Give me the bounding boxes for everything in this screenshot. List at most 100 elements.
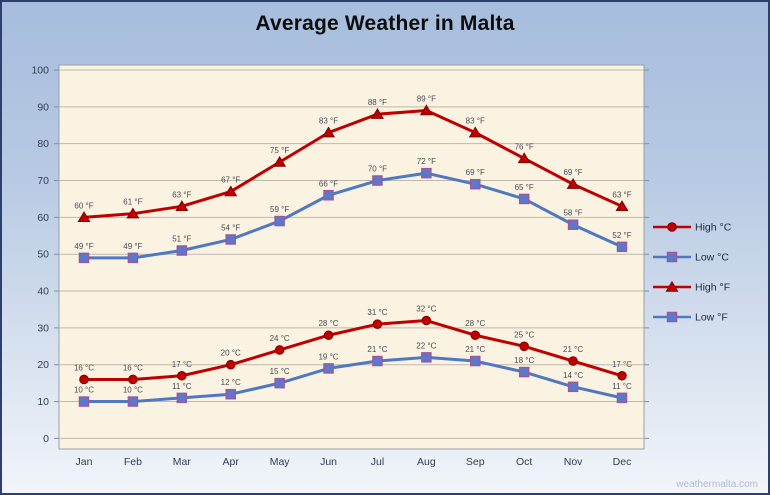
- data-point-marker-high-f: [517, 152, 531, 164]
- legend-marker-low-c: [666, 251, 678, 263]
- y-axis-label: 80: [37, 138, 49, 150]
- series-low-f: 49 °F 49 °F 51 °F 54 °F 59 °F 66 °F 70 °F 72 °F…: [74, 157, 632, 264]
- chart-title: Average Weather in Malta: [255, 12, 515, 35]
- data-point-marker-low-c: [225, 388, 236, 400]
- data-point-label-low-f: 58 °F: [563, 209, 582, 218]
- data-point-label-high-c: 16 °C: [123, 363, 143, 372]
- legend-marker-high-c: [667, 222, 677, 232]
- data-point-label-high-f: 63 °F: [172, 190, 191, 199]
- data-point-marker-high-f: [419, 104, 433, 116]
- data-point-marker-high-c: [79, 374, 89, 385]
- data-point-label-low-c: 12 °C: [221, 378, 241, 387]
- series-line-low-c: [82, 355, 624, 404]
- data-point-label-high-f: 67 °F: [221, 176, 240, 185]
- data-point-marker-high-c: [372, 319, 383, 329]
- x-axis-label: Apr: [223, 456, 240, 468]
- data-point-label-low-c: 22 °C: [416, 341, 436, 350]
- data-point-marker-high-c: [568, 356, 578, 366]
- x-axis-label: Jul: [371, 456, 384, 468]
- data-point-label-low-f: 49 °F: [123, 242, 142, 251]
- data-point-label-low-f: 54 °F: [221, 223, 240, 232]
- data-point-label-high-f: 60 °F: [74, 201, 93, 210]
- data-point-label-low-f: 72 °F: [417, 157, 436, 166]
- x-axis-label: Sep: [466, 456, 485, 468]
- data-point-marker-low-c: [567, 381, 579, 393]
- x-axis-label: Mar: [173, 456, 192, 468]
- data-point-label-low-f: 52 °F: [612, 231, 631, 240]
- data-point-marker-high-f: [175, 200, 189, 212]
- data-point-label-high-c: 20 °C: [221, 349, 241, 358]
- legend-marker-high-f: [665, 280, 679, 292]
- data-point-marker-low-c: [78, 396, 90, 407]
- data-point-label-low-c: 10 °C: [74, 386, 94, 395]
- data-point-marker-low-c: [470, 355, 481, 367]
- legend-label-low-c: Low °C: [695, 252, 729, 264]
- series-line-high-c: [82, 319, 624, 381]
- watermark: weathermalta.com: [676, 479, 758, 490]
- data-point-marker-high-f: [370, 108, 384, 119]
- data-point-marker-low-c: [274, 377, 285, 389]
- data-point-label-low-f: 66 °F: [319, 179, 338, 188]
- data-point-label-high-c: 17 °C: [612, 360, 632, 369]
- x-axis-label: Oct: [516, 456, 532, 468]
- data-point-marker-high-c: [519, 341, 529, 352]
- x-axis-label: Jun: [320, 456, 337, 468]
- data-point-marker-high-c: [128, 374, 138, 385]
- data-point-marker-high-f: [615, 200, 629, 212]
- data-point-label-low-c: 19 °C: [318, 352, 338, 361]
- data-point-label-high-c: 31 °C: [367, 308, 387, 317]
- data-point-label-high-c: 16 °C: [74, 363, 94, 372]
- data-point-marker-low-c: [323, 363, 334, 374]
- y-axis-label: 40: [37, 286, 49, 298]
- data-point-label-low-f: 49 °F: [74, 242, 93, 251]
- data-point-marker-low-c: [616, 392, 628, 404]
- data-point-label-high-f: 83 °F: [319, 117, 338, 126]
- legend-item-low-f: Low °F: [653, 312, 728, 324]
- data-point-marker-low-f: [470, 178, 481, 190]
- data-point-label-high-c: 24 °C: [270, 334, 290, 343]
- plot-area: [58, 64, 645, 450]
- data-point-label-high-c: 28 °C: [318, 319, 338, 328]
- legend: High °C Low °C High °F Low °F: [653, 222, 732, 324]
- y-axis-label: 70: [37, 175, 49, 187]
- x-axis-label: Feb: [124, 456, 142, 468]
- legend-label-low-f: Low °F: [695, 312, 728, 324]
- legend-item-high-c: High °C: [653, 222, 732, 234]
- data-point-marker-high-f: [566, 178, 580, 189]
- series-low-c: 10 °C 10 °C 11 °C 12 °C 15 °C 19 °C 21 °C 22 °C…: [74, 341, 632, 407]
- y-axis-label: 20: [37, 359, 49, 371]
- data-point-label-low-f: 51 °F: [172, 235, 191, 244]
- series-line-low-f: [82, 171, 624, 260]
- data-point-label-low-c: 10 °C: [123, 386, 143, 395]
- data-point-label-high-c: 32 °C: [416, 305, 436, 314]
- data-point-label-high-f: 89 °F: [417, 95, 436, 104]
- data-point-marker-high-c: [274, 345, 285, 355]
- legend-item-high-f: High °F: [653, 280, 730, 294]
- data-point-label-low-c: 18 °C: [514, 356, 534, 365]
- data-point-marker-low-f: [78, 252, 90, 264]
- legend-label-high-f: High °F: [695, 282, 730, 294]
- data-point-label-high-f: 88 °F: [368, 98, 387, 107]
- data-point-marker-low-f: [225, 234, 236, 245]
- data-point-marker-low-f: [323, 190, 334, 201]
- x-axis-label: Dec: [613, 456, 632, 468]
- data-point-label-high-f: 63 °F: [612, 190, 631, 199]
- y-axis-label: 10: [37, 396, 49, 408]
- data-point-marker-low-f: [518, 193, 530, 205]
- data-point-label-high-c: 17 °C: [172, 360, 192, 369]
- data-point-label-low-f: 59 °F: [270, 205, 289, 214]
- data-point-marker-high-c: [470, 330, 481, 341]
- data-point-marker-high-c: [177, 370, 187, 381]
- data-point-marker-high-f: [322, 126, 336, 138]
- data-point-label-high-f: 76 °F: [515, 142, 534, 151]
- data-point-marker-low-f: [421, 167, 432, 179]
- data-point-marker-low-c: [127, 396, 139, 407]
- legend-marker-low-f: [666, 311, 678, 323]
- x-axis-label: May: [270, 456, 291, 468]
- data-point-label-low-f: 69 °F: [466, 168, 485, 177]
- legend-item-low-c: Low °C: [653, 252, 729, 264]
- data-point-marker-low-f: [176, 245, 188, 256]
- data-point-marker-high-c: [323, 330, 334, 341]
